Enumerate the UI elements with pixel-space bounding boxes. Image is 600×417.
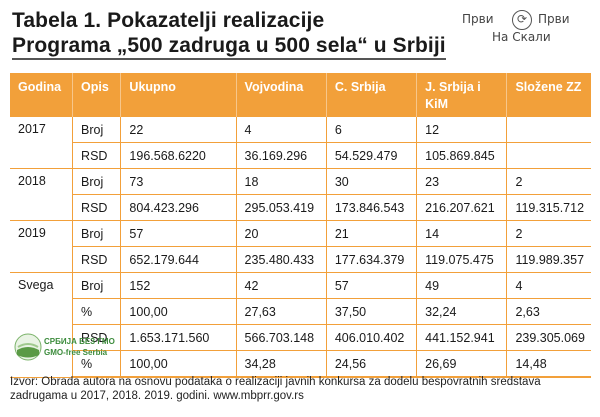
opis-cell: Broj <box>72 168 122 195</box>
year-cell: 2017 <box>10 117 74 169</box>
value-cell <box>506 142 591 169</box>
value-cell: 37,50 <box>326 298 418 325</box>
gmo-free-logo-icon <box>14 333 42 361</box>
value-cell: 2 <box>506 220 591 247</box>
value-cell: 105.869.845 <box>416 142 508 169</box>
year-cell: 2019 <box>10 220 74 273</box>
table-row: RSD 652.179.644 235.480.433 177.634.379 119.… <box>10 246 591 273</box>
value-cell: 804.423.296 <box>120 194 237 221</box>
header-cell: C. Srbija <box>326 73 418 117</box>
value-cell: 652.179.644 <box>120 246 237 273</box>
table-row: Svega Broj 152 42 57 49 4 <box>10 272 591 378</box>
value-cell: 34,28 <box>236 350 327 378</box>
value-cell: 23 <box>416 168 508 195</box>
opis-cell: RSD <box>72 142 122 169</box>
table-row: 2017 Broj 22 4 6 12 <box>10 117 591 169</box>
year-cell: 2018 <box>10 168 74 221</box>
title-line-2: Programa „500 zadruga u 500 sela“ u Srbi… <box>12 33 446 60</box>
table-row: RSD 196.568.6220 36.169.296 54.529.479 105.8… <box>10 142 591 169</box>
opis-cell: Broj <box>72 220 122 247</box>
value-cell: 4 <box>236 117 327 143</box>
value-cell: 239.305.069 <box>506 324 591 351</box>
value-cell: 1.653.171.560 <box>120 324 237 351</box>
value-cell: 235.480.433 <box>236 246 327 273</box>
header-cell: Godina <box>10 73 74 117</box>
value-cell: 4 <box>506 272 591 299</box>
value-cell: 57 <box>326 272 418 299</box>
value-cell: 20 <box>236 220 327 247</box>
value-cell: 119.989.357 <box>506 246 591 273</box>
site-logo[interactable]: Први ⟳ Први На Скали <box>462 10 592 48</box>
logo-emblem-icon: ⟳ <box>512 10 532 30</box>
value-cell: 173.846.543 <box>326 194 418 221</box>
value-cell: 119.075.475 <box>416 246 508 273</box>
year-cell: Svega <box>10 272 74 378</box>
value-cell: 30 <box>326 168 418 195</box>
value-cell: 119.315.712 <box>506 194 591 221</box>
opis-cell: RSD <box>72 246 122 273</box>
value-cell: 6 <box>326 117 418 143</box>
table-row: % 100,00 27,63 37,50 32,24 2,63 <box>10 298 591 325</box>
value-cell: 21 <box>326 220 418 247</box>
table-row: RSD 1.653.171.560 566.703.148 406.010.402 44… <box>10 324 591 351</box>
opis-cell: RSD <box>72 194 122 221</box>
value-cell: 177.634.379 <box>326 246 418 273</box>
table-title: Tabela 1. Pokazatelji realizacije Progra… <box>12 8 446 60</box>
value-cell: 196.568.6220 <box>120 142 237 169</box>
watermark-line-2: GMO-free Serbia <box>44 348 108 357</box>
value-cell: 73 <box>120 168 237 195</box>
gmo-free-watermark: СРБИЈА БЕЗ ГМО GMO-free Serbia <box>14 333 115 363</box>
value-cell: 22 <box>120 117 237 143</box>
header-cell: Složene ZZ <box>506 73 591 117</box>
value-cell: 54.529.479 <box>326 142 418 169</box>
value-cell: 2,63 <box>506 298 591 325</box>
data-table: Godina Opis Ukupno Vojvodina C. Srbija J… <box>10 73 591 378</box>
header-cell: Ukupno <box>120 73 237 117</box>
opis-cell: Broj <box>72 272 122 299</box>
value-cell: 2 <box>506 168 591 195</box>
value-cell: 295.053.419 <box>236 194 327 221</box>
source-note: Izvor: Obrada autora na osnovu podataka … <box>10 376 541 402</box>
value-cell: 14 <box>416 220 508 247</box>
value-cell: 14,48 <box>506 350 591 378</box>
logo-word-left: Први <box>462 12 494 26</box>
header-cell: Vojvodina <box>236 73 327 117</box>
header-cell: Opis <box>72 73 122 117</box>
table-row: % 100,00 34,28 24,56 26,69 14,48 <box>10 350 591 378</box>
table-body: 2017 Broj 22 4 6 12 RSD 196.568.6220 36.169.296 5… <box>10 117 591 378</box>
logo-word-bottom: На Скали <box>492 30 551 44</box>
table-header-row: Godina Opis Ukupno Vojvodina C. Srbija J… <box>10 73 591 117</box>
value-cell: 152 <box>120 272 237 299</box>
value-cell: 216.207.621 <box>416 194 508 221</box>
title-line-1: Tabela 1. Pokazatelji realizacije <box>12 9 325 32</box>
value-cell: 406.010.402 <box>326 324 418 351</box>
opis-cell: Broj <box>72 117 122 143</box>
value-cell: 42 <box>236 272 327 299</box>
value-cell: 36.169.296 <box>236 142 327 169</box>
value-cell: 566.703.148 <box>236 324 327 351</box>
value-cell: 12 <box>416 117 508 143</box>
value-cell: 32,24 <box>416 298 508 325</box>
value-cell: 49 <box>416 272 508 299</box>
opis-cell: % <box>72 298 122 325</box>
table-row: 2018 Broj 73 18 30 23 2 <box>10 168 591 221</box>
opis-cell: % <box>72 350 122 378</box>
header-cell: J. Srbija i KiM <box>416 73 508 117</box>
value-cell: 24,56 <box>326 350 418 378</box>
value-cell: 18 <box>236 168 327 195</box>
table-row: 2019 Broj 57 20 21 14 2 <box>10 220 591 273</box>
value-cell: 441.152.941 <box>416 324 508 351</box>
value-cell: 26,69 <box>416 350 508 378</box>
watermark-line-1: СРБИЈА БЕЗ ГМО <box>44 337 115 346</box>
value-cell: 57 <box>120 220 237 247</box>
opis-cell: RSD <box>72 324 122 351</box>
value-cell: 100,00 <box>120 350 237 378</box>
value-cell: 27,63 <box>236 298 327 325</box>
logo-word-right: Први <box>538 12 570 26</box>
table-row: RSD 804.423.296 295.053.419 173.846.543 216.… <box>10 194 591 221</box>
value-cell: 100,00 <box>120 298 237 325</box>
value-cell <box>506 117 591 143</box>
